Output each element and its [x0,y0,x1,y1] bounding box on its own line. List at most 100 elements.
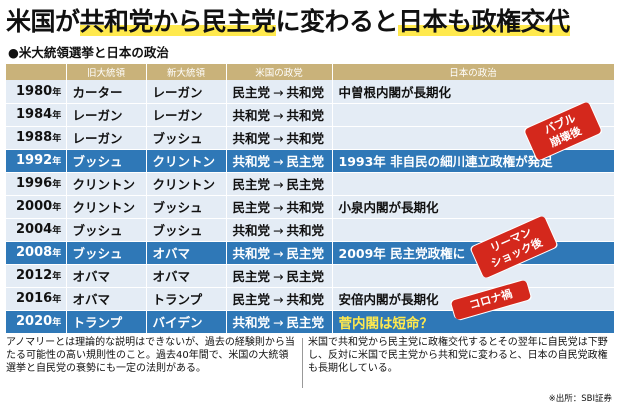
header-new-president: 新大統領 [146,64,227,80]
year-value: 2012 [16,268,53,283]
year-suffix: 年 [52,157,62,167]
cell-us-party: 共和党 → 共和党 [226,103,333,127]
year-value: 2000 [16,199,53,214]
cell-year: 2020年 [6,310,67,334]
headline: 米国が共和党から民主党に変わると日本も政権交代 [6,4,614,40]
headline-part-2: 共和党から民主党 [79,7,276,36]
arrow-right-icon: → [273,223,284,238]
cell-new-president: ブッシュ [146,195,227,219]
footnote-left: アノマリーとは理論的な説明はできないが、過去の経験則から当たる可能性の高い規則性… [6,337,295,374]
footnote-divider [302,338,303,388]
party-from: 民主党 [232,292,271,307]
cell-us-party: 民主党 → 共和党 [226,80,333,104]
cell-old-president: オバマ [66,264,147,288]
cell-old-president: クリントン [66,172,147,196]
cell-japan-politics [332,218,615,242]
party-from: 共和党 [232,315,271,330]
header-old-president: 旧大統領 [66,64,147,80]
footnote-right: 米国で共和党から民主党に政権交代するとその翌年に自民党は下野し、反対に米国で民主… [308,337,608,374]
table-row: 1988年 レーガン ブッシュ 共和党 → 共和党 [6,126,615,150]
cell-japan-politics: 中曽根内閣が長期化 [332,80,615,104]
party-to: 共和党 [286,108,325,123]
year-suffix: 年 [52,272,62,282]
year-suffix: 年 [52,134,62,144]
year-value: 1996 [16,176,53,191]
cell-old-president: クリントン [66,195,147,219]
year-suffix: 年 [52,295,62,305]
cell-us-party: 共和党 → 民主党 [226,241,333,265]
party-to: 共和党 [286,292,325,307]
footnotes: アノマリーとは理論的な説明はできないが、過去の経験則から当たる可能性の高い規則性… [6,336,614,388]
arrow-right-icon: → [273,108,284,123]
year-value: 1984 [16,107,53,122]
cell-old-president: オバマ [66,287,147,311]
table-row: 1992年 ブッシュ クリントン 共和党 → 民主党 1993年 非自民の細川連立政権が発足 [6,149,615,173]
year-value: 1988 [16,130,53,145]
cell-japan-politics [332,264,615,288]
party-from: 共和党 [232,246,271,261]
cell-year: 2004年 [6,218,67,242]
party-to: 民主党 [286,177,325,192]
party-to: 共和党 [286,200,325,215]
party-to: 共和党 [286,223,325,238]
year-suffix: 年 [52,249,62,259]
year-suffix: 年 [52,87,62,98]
cell-old-president: トランプ [66,310,147,334]
arrow-right-icon: → [273,154,284,169]
cell-old-president: ブッシュ [66,149,147,173]
cell-year: 1984年 [6,103,67,127]
cell-us-party: 民主党 → 共和党 [226,195,333,219]
year-value: 2016 [16,291,53,306]
cell-old-president: レーガン [66,103,147,127]
cell-japan-politics: 小泉内閣が長期化 [332,195,615,219]
cell-old-president: ブッシュ [66,218,147,242]
cell-us-party: 民主党 → 民主党 [226,172,333,196]
cell-japan-politics [332,172,615,196]
source-credit: ※出所：SBI証券 [548,394,612,404]
header-japan-politics: 日本の政治 [332,64,615,80]
cell-year: 2012年 [6,264,67,288]
year-suffix: 年 [52,318,62,328]
cell-us-party: 共和党 → 共和党 [226,218,333,242]
cell-year: 1980年 [6,80,67,104]
party-to: 民主党 [286,154,325,169]
cell-year: 1996年 [6,172,67,196]
arrow-right-icon: → [273,292,284,307]
table-row: 2000年 クリントン ブッシュ 民主党 → 共和党 小泉内閣が長期化 [6,195,615,219]
party-to: 共和党 [286,131,325,146]
cell-year: 1988年 [6,126,67,150]
cell-new-president: クリントン [146,149,227,173]
table-row: 1984年 レーガン レーガン 共和党 → 共和党 [6,103,615,127]
cell-new-president: トランプ [146,287,227,311]
header-us-party: 米国の政党 [226,64,333,80]
year-value: 1992 [16,153,53,168]
party-from: 共和党 [232,108,271,123]
arrow-right-icon: → [273,84,284,100]
arrow-right-icon: → [273,269,284,284]
arrow-right-icon: → [273,177,284,192]
year-suffix: 年 [52,180,62,190]
cell-new-president: ブッシュ [146,126,227,150]
cell-year: 1992年 [6,149,67,173]
cell-us-party: 民主党 → 共和党 [226,287,333,311]
cell-old-president: カーター [66,80,147,104]
table-row: 2016年 オバマ トランプ 民主党 → 共和党 安倍内閣が長期化 [6,287,615,311]
year-value: 2008 [16,245,53,260]
cell-us-party: 共和党 → 共和党 [226,126,333,150]
party-from: 民主党 [232,200,271,215]
party-from: 共和党 [232,223,271,238]
party-from: 民主党 [232,177,271,192]
cell-new-president: バイデン [146,310,227,334]
cell-new-president: レーガン [146,103,227,127]
arrow-right-icon: → [273,315,284,330]
party-to: 民主党 [286,269,325,284]
year-value: 2004 [16,222,53,237]
headline-part-3: に変わると [275,7,399,36]
table-header-row: 旧大統領 新大統領 米国の政党 日本の政治 [6,64,615,80]
header-year [6,64,67,80]
year-suffix: 年 [52,111,62,121]
party-to: 民主党 [286,246,325,261]
cell-year: 2016年 [6,287,67,311]
cell-us-party: 共和党 → 民主党 [226,149,333,173]
party-from: 共和党 [232,131,271,146]
